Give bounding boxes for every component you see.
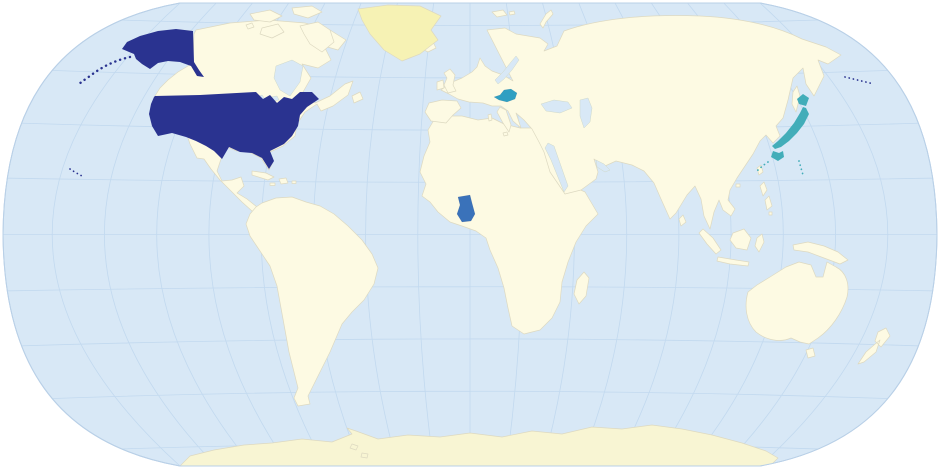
red-sea <box>544 142 569 193</box>
country-japan[interactable] <box>756 94 809 176</box>
caspian-sea <box>579 97 593 129</box>
continent-south-america[interactable] <box>245 196 379 407</box>
island-sri-lanka[interactable] <box>678 214 687 227</box>
inland-seas <box>255 55 611 193</box>
continent-australia[interactable] <box>745 261 849 359</box>
persian-gulf <box>595 159 611 173</box>
country-united-states[interactable] <box>69 29 875 178</box>
usa-contiguous[interactable] <box>149 92 319 169</box>
usa-hawaii[interactable] <box>69 168 85 178</box>
caribbean-islands[interactable] <box>251 170 297 186</box>
japan-izu-islands[interactable] <box>798 160 804 176</box>
black-sea <box>540 99 573 114</box>
japan-kyushu-shikoku[interactable] <box>771 151 784 161</box>
usa-aleutian-islands-east-edge[interactable] <box>844 76 875 85</box>
island-sakhalin[interactable] <box>791 85 801 113</box>
arctic-islands[interactable] <box>245 5 335 53</box>
island-madagascar[interactable] <box>573 271 590 305</box>
country-austria[interactable] <box>493 88 518 103</box>
country-ghana[interactable] <box>456 194 476 223</box>
hudson-bay <box>273 59 304 97</box>
arctic-russian-islands[interactable] <box>491 9 554 29</box>
continent-antarctica[interactable] <box>179 424 779 466</box>
country-greenland[interactable] <box>357 4 442 62</box>
japan-ryukyu-islands[interactable] <box>756 161 769 172</box>
island-newfoundland[interactable] <box>351 91 364 104</box>
japan-honshu[interactable] <box>772 107 809 149</box>
baltic-sea <box>494 55 520 85</box>
usa-alaska[interactable] <box>122 29 204 77</box>
continent-eurasia[interactable] <box>440 15 842 230</box>
peninsula-italy[interactable] <box>487 106 512 137</box>
islands-new-zealand[interactable] <box>857 327 891 365</box>
landmasses <box>154 5 891 407</box>
islands-british-isles[interactable] <box>436 68 457 94</box>
islands-southeast-asia[interactable] <box>698 181 849 267</box>
japan-hokkaido[interactable] <box>797 94 809 106</box>
peninsula-iberia[interactable] <box>424 99 462 124</box>
